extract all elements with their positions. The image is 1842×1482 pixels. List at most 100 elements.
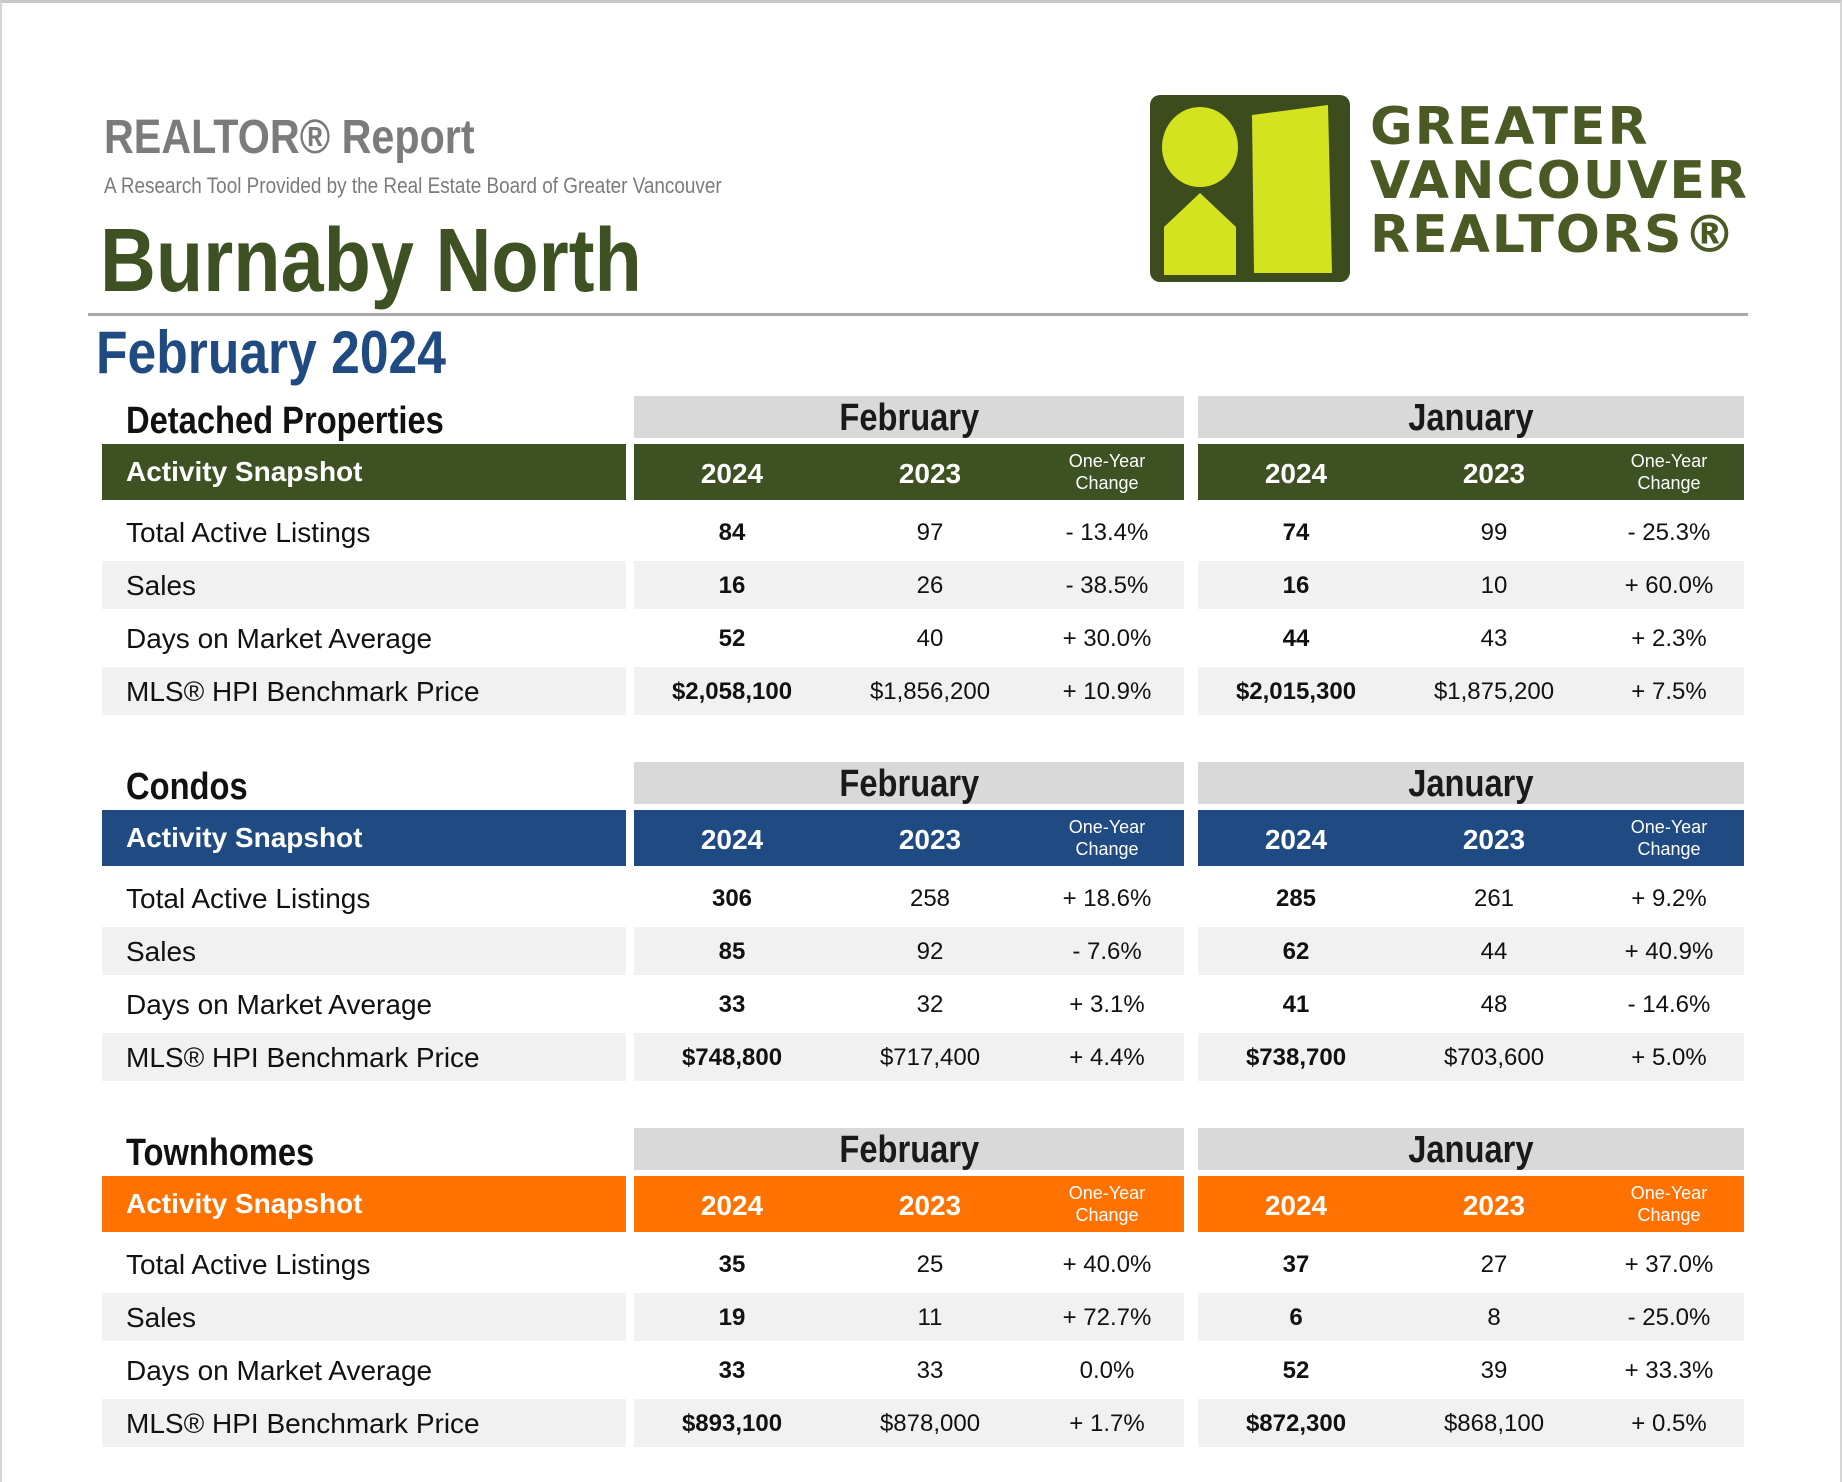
feb-2023-value: $878,000 [879,1410,981,1437]
feb-2024-value: $748,800 [681,1044,783,1071]
feb-change-value: + 30.0% [1062,625,1152,652]
row-label: Total Active Listings [126,883,371,914]
jan-2023-value: 44 [1480,938,1508,965]
feb-2024-value: $2,058,100 [671,678,793,705]
section-title: Detached Properties [126,400,444,442]
logo-wordmark: GREATER VANCOUVER REALTORS® [1370,100,1749,262]
jan-2024-value: 52 [1282,1357,1310,1384]
logo-line-2: VANCOUVER [1370,151,1749,211]
year-prior-header: 2023 [898,824,962,855]
feb-2023-value: 92 [916,938,944,965]
row-label: Days on Market Average [126,1355,433,1386]
jan-2023-value: 39 [1480,1357,1508,1384]
jan-2023-value: 8 [1487,1304,1501,1331]
year-prior-header: 2023 [1462,458,1526,489]
jan-change-value: - 14.6% [1627,991,1711,1018]
jan-change-value: + 7.5% [1631,678,1707,705]
feb-2024-value: 33 [718,1357,746,1384]
table-row: Sales 16 26 - 38.5% 16 10 + 60.0% [0,561,1842,609]
feb-2023-value: 26 [916,572,944,599]
feb-change-value: + 72.7% [1062,1304,1152,1331]
row-label: Total Active Listings [126,517,371,548]
feb-change-value: 0.0% [1079,1357,1135,1384]
row-shade [102,1033,626,1081]
section-title: Condos [126,766,248,808]
row-shade [1198,927,1744,975]
year-current-header: 2024 [700,824,764,855]
one-year-change-header: One-Year Change [1068,451,1146,493]
row-label: MLS® HPI Benchmark Price [126,1042,480,1073]
feb-2024-value: 84 [718,519,746,546]
jan-2024-value: 16 [1282,572,1310,599]
row-shade [1198,667,1744,715]
row-shade [102,667,626,715]
row-label: MLS® HPI Benchmark Price [126,676,480,707]
jan-change-value: + 9.2% [1631,885,1707,912]
year-prior-header: 2023 [898,1190,962,1221]
jan-2024-value: $872,300 [1245,1410,1347,1437]
feb-2023-value: 11 [917,1304,943,1331]
table-row: Sales 19 11 + 72.7% 6 8 - 25.0% [0,1293,1842,1341]
feb-2024-value: 35 [718,1251,746,1278]
feb-2024-value: 306 [711,885,753,912]
feb-2024-value: 19 [718,1304,746,1331]
row-label: Sales [126,1302,197,1333]
year-prior-header: 2023 [898,458,962,489]
feb-2023-value: 33 [916,1357,944,1384]
feb-2023-value: $717,400 [879,1044,981,1071]
year-current-header: 2024 [1264,1190,1328,1221]
report-title: REALTOR® Report [104,111,475,164]
jan-change-value: + 2.3% [1631,625,1707,652]
jan-2023-value: 48 [1480,991,1508,1018]
activity-snapshot-bar: Activity Snapshot [102,810,626,866]
feb-change-value: + 40.0% [1062,1251,1152,1278]
february-column-headers: 2024 2023 One-Year Change [634,444,1184,500]
feb-change-value: - 38.5% [1065,572,1149,599]
feb-change-value: + 18.6% [1062,885,1152,912]
year-current-header: 2024 [1264,458,1328,489]
jan-2024-value: 44 [1282,625,1310,652]
feb-2024-value: 33 [718,991,746,1018]
one-year-change-header: One-Year Change [1630,1183,1708,1225]
february-column-headers: 2024 2023 One-Year Change [634,1176,1184,1232]
feb-2023-value: 32 [916,991,944,1018]
row-label: Sales [126,570,197,601]
report-subtitle: A Research Tool Provided by the Real Est… [104,173,722,198]
logo-line-1: GREATER [1370,97,1650,157]
row-shade [634,1399,1184,1447]
jan-change-value: + 0.5% [1631,1410,1707,1437]
jan-2023-value: 43 [1480,625,1508,652]
jan-2024-value: 37 [1282,1251,1310,1278]
jan-2024-value: 41 [1282,991,1310,1018]
table-row: MLS® HPI Benchmark Price $748,800 $717,400… [0,1033,1842,1081]
row-shade [102,561,626,609]
row-shade [634,1033,1184,1081]
jan-change-value: - 25.3% [1627,519,1711,546]
month-header-february: February [634,396,1184,439]
logo-line-3: REALTORS® [1370,205,1738,265]
row-label: Total Active Listings [126,1249,371,1280]
period-title: February 2024 [96,319,446,386]
feb-2023-value: 40 [916,625,944,652]
table-row: Days on Market Average 33 33 0.0% 52 39 + 33.3… [0,1346,1842,1394]
jan-2023-value: 261 [1473,885,1515,912]
month-header-february: February [634,1128,1184,1171]
month-header-february: February [634,762,1184,805]
row-shade [102,1399,626,1447]
january-column-headers: 2024 2023 One-Year Change [1198,810,1744,866]
month-header-january: January [1198,762,1744,805]
header-divider [88,313,1748,316]
table-row: Total Active Listings 84 97 - 13.4% 74 99 - 25… [0,508,1842,556]
table-row: Sales 85 92 - 7.6% 62 44 + 40.9% [0,927,1842,975]
jan-2023-value: $1,875,200 [1433,678,1555,705]
activity-snapshot-bar: Activity Snapshot [102,1176,626,1232]
realtors-logo-icon [1150,95,1350,282]
jan-change-value: + 60.0% [1624,572,1714,599]
year-current-header: 2024 [700,458,764,489]
jan-2024-value: 285 [1275,885,1317,912]
year-prior-header: 2023 [1462,824,1526,855]
row-shade [634,1293,1184,1341]
feb-2024-value: 52 [718,625,746,652]
feb-change-value: + 4.4% [1069,1044,1145,1071]
area-name: Burnaby North [100,211,642,311]
